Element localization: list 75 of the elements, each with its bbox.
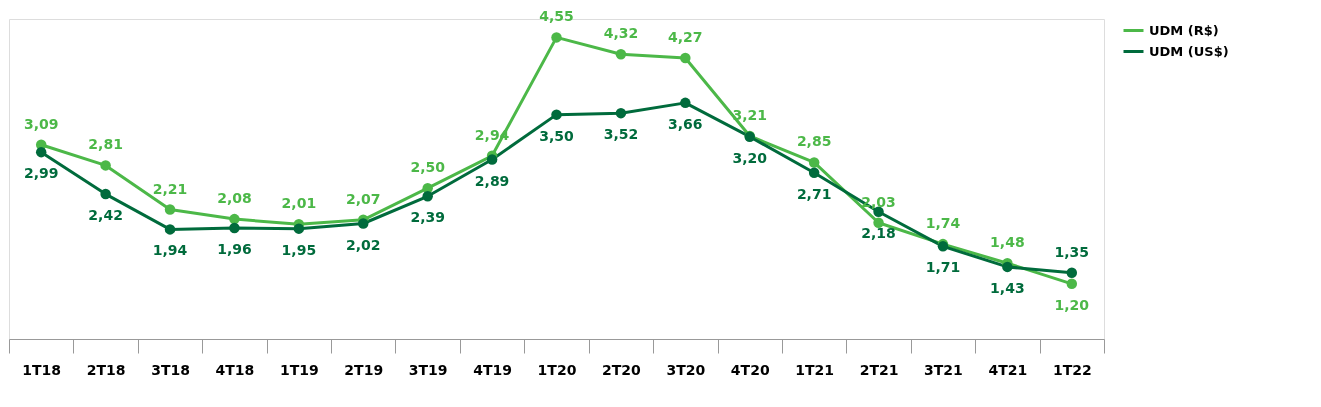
point [229, 213, 240, 225]
point [1066, 267, 1078, 279]
point [551, 32, 562, 43]
point [164, 204, 176, 215]
data-label: 4,32 [603, 25, 639, 42]
x-tick-label: 2T20 [602, 361, 642, 378]
point [35, 146, 47, 158]
data-label: 2,02 [345, 236, 381, 253]
x-tick-label: 1T20 [537, 361, 577, 378]
point [1002, 261, 1013, 273]
point [615, 107, 627, 119]
data-label: 3,09 [23, 115, 59, 132]
data-label: 3,21 [732, 106, 768, 123]
data-label: 2,81 [88, 136, 123, 153]
data-label: 2,89 [474, 172, 510, 189]
point [422, 191, 433, 202]
data-label: 2,01 [281, 195, 317, 212]
data-label: 1,74 [925, 215, 961, 232]
data-label: 3,50 [539, 127, 575, 144]
data-label: 2,50 [410, 159, 446, 176]
point [358, 218, 369, 229]
data-label: 1,94 [152, 242, 188, 259]
legend-label: UDM (US$) [1149, 43, 1229, 59]
point [1066, 278, 1078, 290]
data-label: 4,27 [668, 28, 703, 45]
x-tick-label: 2T19 [344, 361, 384, 378]
point [615, 49, 627, 60]
data-label: 1,96 [217, 240, 252, 257]
data-label: 1,43 [990, 279, 1025, 296]
x-tick-label: 3T20 [666, 361, 706, 378]
data-label: 1,35 [1054, 243, 1090, 260]
x-tick-label: 1T19 [279, 361, 319, 378]
point [680, 52, 691, 64]
data-label: 2,21 [152, 180, 188, 197]
data-label: 1,95 [281, 241, 317, 258]
point [293, 223, 305, 234]
data-label: 2,18 [861, 224, 896, 241]
x-tick-label: 1T18 [22, 361, 62, 378]
data-label: 1,71 [925, 259, 961, 276]
x-tick-label: 3T19 [408, 361, 448, 378]
x-tick-label: 4T20 [730, 361, 770, 378]
x-tick-label: 3T21 [924, 361, 963, 378]
point [551, 109, 562, 120]
data-label: 2,03 [861, 193, 896, 210]
data-label: 2,99 [23, 165, 59, 182]
x-tick-label: 1T22 [1052, 361, 1092, 378]
data-label: 2,39 [410, 209, 445, 226]
x-tick-label: 2T18 [86, 361, 126, 378]
point [680, 97, 691, 109]
data-label: 3,66 [668, 115, 703, 132]
data-label: 2,08 [217, 190, 252, 207]
data-label: 3,52 [603, 126, 639, 143]
x-tick-label: 4T21 [988, 361, 1028, 378]
point [808, 167, 820, 178]
x-tick-label: 4T19 [473, 361, 512, 378]
point [100, 160, 111, 171]
point [229, 222, 240, 234]
data-label: 2,85 [796, 133, 832, 150]
legend-label: UDM (R$) [1149, 22, 1219, 38]
data-label: 3,20 [732, 149, 768, 166]
data-label: 4,55 [539, 8, 574, 25]
point [164, 224, 176, 235]
x-tick-label: 4T18 [215, 361, 255, 378]
data-label: 2,42 [88, 207, 123, 224]
point [808, 157, 820, 168]
data-label: 2,07 [345, 190, 381, 207]
data-label: 1,48 [990, 234, 1025, 251]
data-label: 1,20 [1054, 296, 1090, 313]
x-tick-label: 3T18 [151, 361, 190, 378]
x-tick-label: 1T21 [795, 361, 835, 378]
point [486, 154, 498, 165]
data-label: 2,71 [796, 185, 832, 202]
x-tick-label: 2T21 [859, 361, 899, 378]
point [873, 217, 884, 228]
point [100, 188, 111, 200]
